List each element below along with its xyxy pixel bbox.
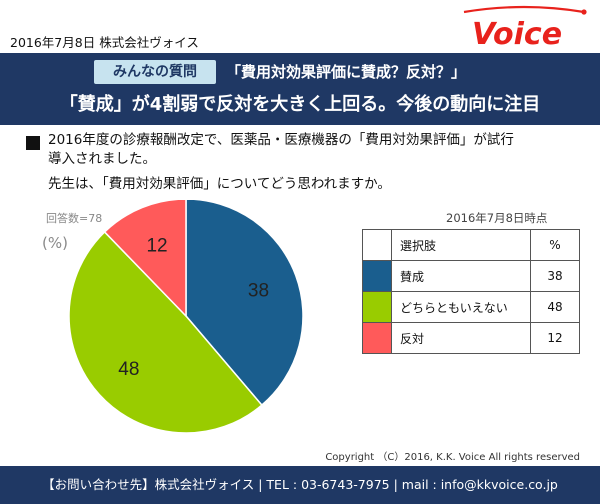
legend-value: 38 xyxy=(530,260,580,292)
respondent-count: 回答数=78 xyxy=(46,212,103,225)
banner-headline: 「賛成」が4割弱で反対を大きく上回る。今後の動向に注目 xyxy=(59,94,541,115)
legend-label: どちらともいえない xyxy=(391,291,531,323)
banner-question: 「費用対効果評価に賛成？反対？」 xyxy=(226,63,467,81)
legend-table: 選択肢 % 賛成 38 どちらともいえない 48 反対 12 xyxy=(362,229,580,354)
legend-row: 反対 12 xyxy=(362,322,580,354)
legend-value: 12 xyxy=(530,322,580,354)
pie-slice-label: 48 xyxy=(118,359,139,380)
legend-label: 反対 xyxy=(391,322,531,354)
bullet-square xyxy=(26,136,40,150)
question-line-1: 2016年度の診療報酬改定で、医薬品・医療機器の「費用対効果評価」が試行 xyxy=(48,132,514,148)
legend-label: 賛成 xyxy=(391,260,531,292)
legend-swatch xyxy=(362,322,392,354)
pie-slice xyxy=(185,200,304,407)
pie-slice xyxy=(103,200,187,318)
legend-row: 賛成 38 xyxy=(362,260,580,292)
legend-header-row: 選択肢 % xyxy=(362,229,580,261)
badge-label: みんなの質問 xyxy=(94,60,216,84)
legend-header-pct: % xyxy=(530,229,580,261)
percent-unit: (%) xyxy=(42,234,68,252)
legend-swatch xyxy=(362,291,392,323)
pie-chart: 38 48 12 xyxy=(68,200,304,434)
legend-header-swatch xyxy=(362,229,392,261)
as-of-date: 2016年7月8日時点 xyxy=(446,211,548,225)
copyright-notice: Copyright （C）2016, K.K. Voice All rights… xyxy=(325,452,580,463)
legend-row: どちらともいえない 48 xyxy=(362,291,580,323)
legend-value: 48 xyxy=(530,291,580,323)
legend-header-choice: 選択肢 xyxy=(391,229,531,261)
footer-contact: 【お問い合わせ先】株式会社ヴォイス | TEL : 03-6743-7975 |… xyxy=(0,466,600,504)
logo-text: Voice xyxy=(472,17,562,50)
question-line-2: 導入されました。 xyxy=(48,151,156,167)
pie-slice xyxy=(68,230,263,434)
header-date-company: 2016年7月8日 株式会社ヴォイス xyxy=(10,35,199,50)
title-banner: みんなの質問 「費用対効果評価に賛成？反対？」 「賛成」が4割弱で反対を大きく上… xyxy=(0,53,600,125)
legend-swatch xyxy=(362,260,392,292)
pie-slice-label: 12 xyxy=(146,235,167,256)
question-text: 2016年度の診療報酬改定で、医薬品・医療機器の「費用対効果評価」が試行 導入さ… xyxy=(48,131,568,194)
voice-logo: Voice xyxy=(463,5,587,50)
question-line-3: 先生は、「費用対効果評価」についてどう思われますか。 xyxy=(48,176,391,192)
pie-slice-label: 38 xyxy=(248,280,269,301)
